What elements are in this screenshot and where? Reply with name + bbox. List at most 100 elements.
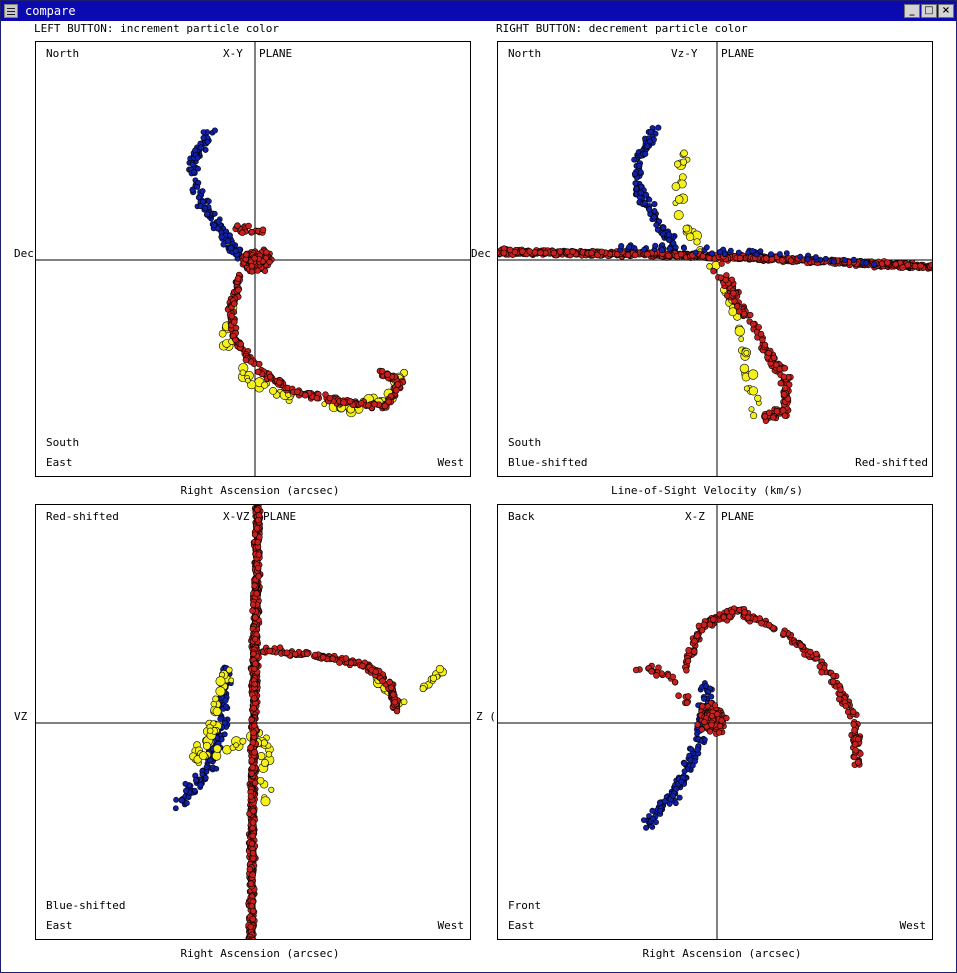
red-particle — [249, 819, 257, 826]
red-particle — [899, 264, 906, 271]
red-particle — [259, 226, 267, 234]
blue-particle — [681, 760, 688, 767]
blue-particle — [197, 144, 204, 151]
blue-particle — [211, 127, 218, 134]
blue-particle — [204, 211, 211, 218]
blue-particle — [189, 161, 196, 168]
yellow-particle — [743, 349, 750, 356]
vzy-side-label: Dec — [471, 247, 491, 260]
xvz-side-label: VZ ( — [14, 710, 36, 723]
red-particle — [813, 650, 820, 658]
vzy-bottom-right-label: Red-shifted — [855, 456, 928, 469]
red-particle — [302, 391, 309, 399]
xvz-plane-panel[interactable]: Red-shifted X-VZ PLANE Blue-shifted East… — [35, 504, 471, 940]
red-particle — [250, 704, 257, 712]
blue-particle — [651, 201, 658, 208]
blue-particle — [646, 813, 652, 819]
red-particle — [711, 702, 719, 709]
red-particle — [690, 648, 698, 655]
yellow-particle — [202, 741, 211, 750]
blue-particle — [651, 214, 658, 221]
red-particle — [381, 402, 389, 410]
red-particle — [699, 253, 707, 260]
yellow-particle — [260, 758, 269, 767]
vzy-bottom-left-label-2: Blue-shifted — [508, 456, 588, 469]
red-particle — [294, 388, 301, 396]
blue-particle — [638, 183, 645, 190]
red-particle — [371, 401, 378, 408]
red-particle — [722, 276, 729, 284]
blue-particle — [195, 194, 202, 201]
red-particle — [251, 681, 258, 688]
red-particle — [250, 937, 257, 939]
blue-particle — [701, 695, 708, 702]
yellow-particle — [269, 386, 278, 395]
red-particle — [365, 402, 372, 409]
red-particle — [231, 318, 238, 326]
red-particle — [665, 252, 672, 259]
close-button[interactable]: × — [938, 4, 954, 18]
blue-particle — [173, 796, 180, 803]
blue-particle — [644, 143, 651, 150]
yellow-particle — [674, 160, 682, 168]
red-particle — [249, 915, 257, 923]
red-particle — [313, 395, 321, 402]
yellow-particle — [261, 381, 269, 389]
red-particle — [237, 340, 245, 348]
xy-plane-name: X-Y — [223, 47, 243, 60]
red-particle — [247, 793, 255, 800]
red-particle — [632, 666, 640, 674]
xy-x-axis-label: Right Ascension (arcsec) — [180, 484, 340, 497]
red-particle — [917, 262, 924, 270]
xvz-bottom-right-label: West — [437, 919, 465, 932]
blue-particle — [647, 128, 654, 135]
blue-particle — [192, 147, 199, 154]
minimize-button[interactable]: _ — [904, 4, 920, 18]
red-particle — [850, 721, 857, 728]
red-particle — [904, 261, 912, 269]
blue-particle — [632, 180, 639, 187]
red-particle — [701, 718, 708, 726]
red-particle — [782, 384, 789, 392]
red-particle — [816, 663, 823, 670]
red-particle — [708, 721, 715, 728]
red-particle — [252, 635, 259, 643]
red-particle — [797, 642, 805, 649]
red-particle — [780, 391, 788, 398]
red-particle — [283, 649, 291, 656]
blue-particle — [637, 189, 644, 196]
maximize-button[interactable]: □ — [921, 4, 937, 18]
red-particle — [249, 764, 256, 771]
yellow-particle — [233, 742, 239, 748]
red-particle — [235, 286, 242, 294]
red-particle — [252, 779, 259, 787]
blue-particle — [797, 253, 804, 260]
blue-particle — [194, 183, 201, 190]
xz-side-label: Z ( — [476, 710, 496, 723]
blue-particle — [767, 251, 775, 258]
red-particle — [251, 695, 258, 702]
red-particle — [254, 539, 261, 546]
blue-particle — [657, 807, 664, 814]
red-particle — [892, 261, 899, 268]
window-menu-icon[interactable] — [4, 4, 18, 18]
red-particle — [829, 678, 837, 685]
yellow-particle — [215, 686, 226, 697]
blue-particle — [704, 244, 710, 251]
xy-plane-panel[interactable]: North X-Y PLANE South East West — [35, 41, 471, 477]
yellow-particle — [674, 195, 684, 204]
vzy-plane-suffix: PLANE — [721, 47, 755, 60]
red-particle — [340, 399, 347, 406]
title-bar[interactable]: compare _ □ × — [1, 1, 956, 21]
yellow-particle — [671, 182, 681, 191]
xz-plane-panel[interactable]: Back X-Z PLANE Front East West — [497, 504, 933, 940]
vzy-top-left-label: North — [508, 47, 542, 60]
red-particle — [854, 759, 862, 766]
vzy-plane-panel[interactable]: North Vz-Y PLANE South Blue-shifted Red-… — [497, 41, 933, 477]
red-particle — [384, 371, 391, 378]
yellow-particle — [679, 158, 688, 166]
red-particle — [780, 373, 788, 380]
xz-bottom-right-label: West — [899, 919, 927, 932]
yellow-particle — [754, 394, 762, 402]
yellow-particle — [738, 336, 745, 342]
